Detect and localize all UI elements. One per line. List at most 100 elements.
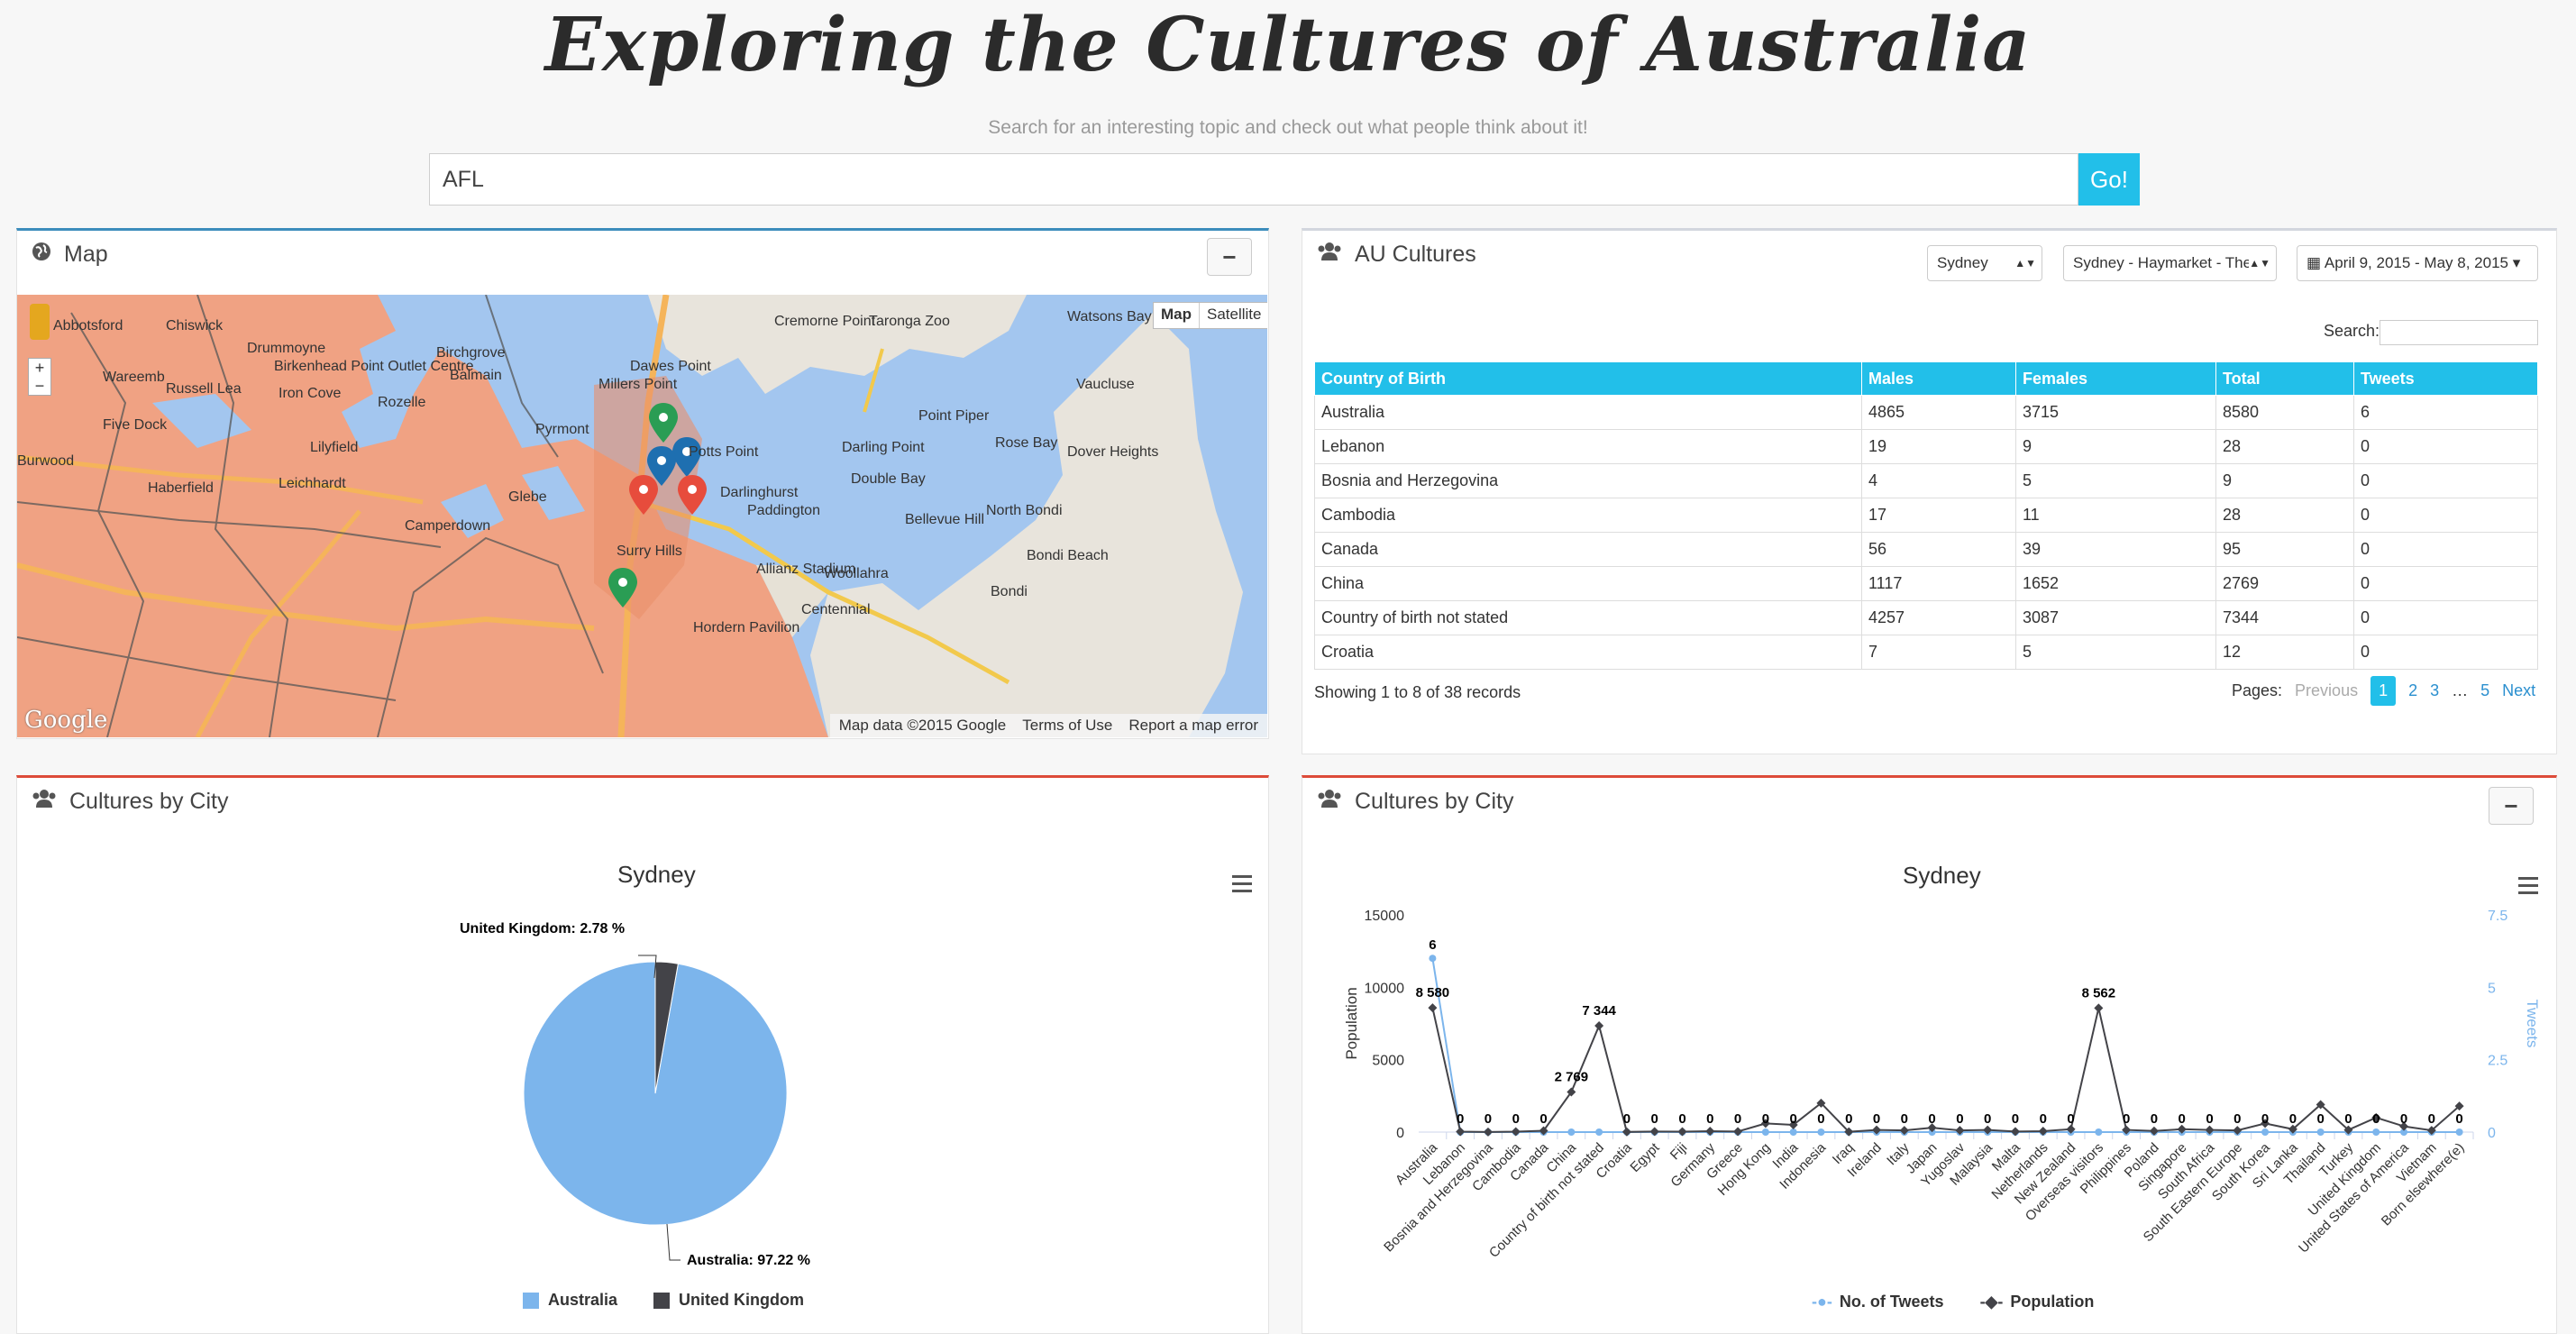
map-place-label: Abbotsford	[53, 318, 123, 334]
column-header[interactable]: Total	[2215, 361, 2354, 396]
map-marker[interactable]	[608, 568, 637, 608]
page-button-3[interactable]: 3	[2430, 681, 2440, 699]
page-button-1[interactable]: 1	[2370, 676, 2397, 706]
previous-page-button[interactable]: Previous	[2295, 681, 2359, 699]
population-point	[2371, 1112, 2381, 1122]
column-header[interactable]: Females	[2015, 361, 2216, 396]
population-series-line	[1431, 1007, 2461, 1133]
date-range-picker[interactable]: ▦ April 9, 2015 - May 8, 2015 ▾	[2297, 245, 2538, 281]
column-header[interactable]: Tweets	[2353, 361, 2538, 396]
map-type-toggle[interactable]: Map Satellite	[1153, 302, 1267, 329]
population-data-label: 0	[2289, 1111, 2297, 1127]
y2-tick-label: 7.5	[2488, 909, 2507, 924]
table-row: Croatia 7 5 12 0	[1314, 635, 2538, 670]
legend-item-tweets[interactable]: -●- No. of Tweets	[1812, 1293, 1944, 1311]
y2-tick-label: 5	[2488, 981, 2496, 996]
report-error-link[interactable]: Report a map error	[1128, 717, 1258, 734]
map-place-label: Birchgrove	[436, 345, 506, 361]
map-place-label: Darling Point	[842, 440, 925, 455]
population-point	[1788, 1119, 1798, 1129]
map-place-label: Balmain	[450, 368, 502, 383]
y-tick-label: 15000	[1365, 909, 1405, 924]
table-cell: Croatia	[1314, 635, 1862, 670]
map-type-satellite[interactable]: Satellite	[1207, 306, 1262, 323]
map-place-label: Bellevue Hill	[905, 512, 984, 527]
population-point	[1899, 1126, 1909, 1136]
table-row: Cambodia 17 11 28 0	[1314, 498, 2538, 533]
pie-legend: Australia United Kingdom	[523, 1291, 804, 1310]
population-point	[2010, 1127, 2020, 1137]
map-marker[interactable]	[649, 403, 678, 443]
map-marker[interactable]	[629, 475, 658, 515]
collapse-button[interactable]: −	[2489, 787, 2534, 825]
population-data-label: 0	[2400, 1111, 2407, 1127]
go-button[interactable]: Go!	[2078, 153, 2140, 206]
pagination: Pages: Previous 1 2 3 … 5 Next	[2232, 676, 2535, 706]
population-data-label: 0	[1539, 1111, 1547, 1127]
cultures-panel-title: AU Cultures	[1355, 242, 1476, 267]
chart-menu-icon[interactable]	[2518, 877, 2538, 899]
tweets-point	[1429, 955, 1437, 963]
table-cell: 39	[2015, 532, 2216, 567]
map-type-map[interactable]: Map	[1154, 303, 1200, 328]
page-button-5[interactable]: 5	[2480, 681, 2490, 699]
legend-item-population[interactable]: -◆- Population	[1980, 1293, 2095, 1311]
map-place-label: Centennial	[801, 602, 871, 617]
area-select-value: Sydney - Haymarket - The	[2073, 254, 2252, 271]
search-input[interactable]: AFL	[429, 153, 2078, 206]
table-cell: 6	[2353, 395, 2538, 430]
map-place-label: Camperdown	[405, 518, 490, 534]
population-data-label: 0	[1623, 1111, 1631, 1127]
map-marker[interactable]	[647, 446, 676, 486]
map-marker[interactable]	[678, 475, 707, 515]
population-point	[2149, 1126, 2159, 1136]
page-button-2[interactable]: 2	[2408, 681, 2418, 699]
pagination-label: Pages:	[2232, 681, 2283, 699]
tweets-point	[1595, 1128, 1603, 1136]
table-cell: 12	[2215, 635, 2354, 670]
zoom-out-icon[interactable]: −	[34, 377, 45, 395]
table-cell: 19	[1861, 429, 2016, 464]
next-page-button[interactable]: Next	[2502, 681, 2536, 699]
y2-tick-label: 0	[2488, 1126, 2496, 1141]
street-view-pegman-icon[interactable]	[30, 304, 50, 340]
tweets-point	[1567, 1128, 1576, 1136]
column-header[interactable]: Males	[1861, 361, 2016, 396]
chart-menu-icon[interactable]	[1232, 875, 1252, 897]
legend-item-australia[interactable]: Australia	[523, 1291, 617, 1310]
page-subtitle: Search for an interesting topic and chec…	[988, 117, 1588, 138]
table-search-input[interactable]	[2380, 320, 2538, 345]
population-point	[2316, 1100, 2325, 1110]
map-place-label: Glebe	[508, 489, 547, 505]
tweets-point	[2400, 1128, 2408, 1136]
area-select[interactable]: Sydney - Haymarket - The ▲▼	[2063, 245, 2277, 281]
zoom-control[interactable]: + −	[28, 358, 51, 396]
population-point	[1816, 1098, 1826, 1108]
population-point	[1428, 1003, 1438, 1013]
zoom-in-icon[interactable]: +	[34, 359, 45, 377]
terms-link[interactable]: Terms of Use	[1022, 717, 1113, 734]
population-point	[2261, 1119, 2270, 1128]
map-marker[interactable]	[672, 437, 701, 477]
tweets-point	[2095, 1128, 2103, 1136]
city-select[interactable]: Sydney ▲▼	[1927, 245, 2042, 281]
population-point	[1511, 1127, 1521, 1137]
y-axis-title: Population	[1343, 987, 1360, 1059]
collapse-button[interactable]: −	[1207, 238, 1252, 276]
map-place-label: Hordern Pavilion	[693, 620, 799, 635]
caret-down-icon: ▾	[2507, 254, 2521, 271]
pagination-ellipsis: …	[2452, 681, 2469, 699]
line-chart-title: Sydney	[1903, 862, 1981, 889]
map-place-label: Millers Point	[598, 377, 678, 392]
pie-chart: United Kingdom: 2.78 % Australia: 97.22 %	[460, 921, 810, 1268]
map-canvas[interactable]: Abbotsford Chiswick Drummoyne Birkenhead Po…	[17, 295, 1267, 737]
column-header[interactable]: Country of Birth	[1314, 361, 1862, 396]
table-cell: 7	[1861, 635, 2016, 670]
legend-item-uk[interactable]: United Kingdom	[653, 1291, 804, 1310]
population-point	[1567, 1087, 1576, 1097]
users-icon	[1317, 242, 1342, 268]
table-cell: 2769	[2215, 566, 2354, 601]
map-view[interactable]: Abbotsford Chiswick Drummoyne Birkenhead Po…	[17, 295, 1267, 737]
map-place-label: Drummoyne	[247, 341, 325, 356]
tweets-point	[2455, 1128, 2463, 1136]
